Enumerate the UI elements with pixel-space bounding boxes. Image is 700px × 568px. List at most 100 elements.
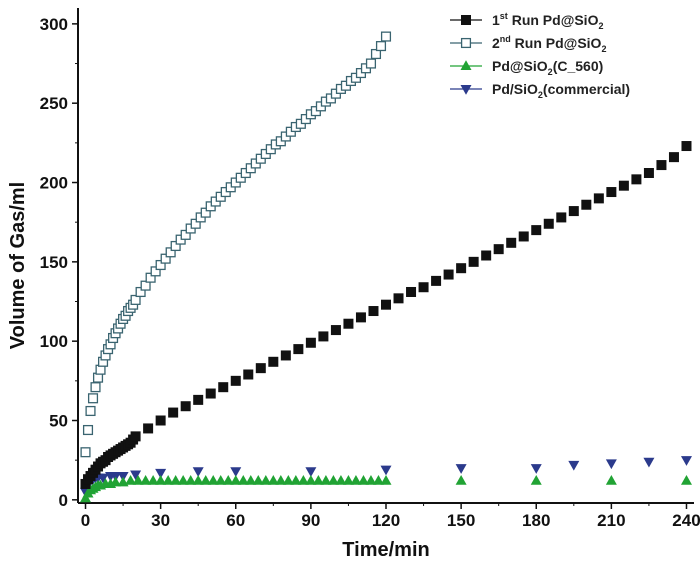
data-point [193, 394, 204, 405]
data-point [543, 218, 554, 229]
data-point [255, 363, 266, 374]
data-point [192, 467, 204, 478]
data-point [320, 475, 332, 485]
data-point [82, 424, 94, 436]
series-1 [80, 141, 692, 489]
series-2 [80, 31, 392, 458]
data-point [280, 350, 291, 361]
data-point [205, 388, 216, 399]
data-point [252, 475, 264, 485]
data-point [357, 475, 369, 485]
data-point [282, 475, 294, 485]
data-point [365, 58, 377, 69]
data-point [343, 318, 354, 329]
data-point [170, 475, 182, 485]
data-point [350, 475, 362, 485]
data-point [330, 325, 341, 336]
data-point [493, 244, 504, 255]
data-point [556, 212, 567, 223]
data-point [680, 456, 692, 466]
data-point [581, 199, 592, 210]
legend-label-part: nd [500, 34, 511, 44]
data-point [215, 475, 227, 485]
plot-area [80, 31, 692, 503]
data-point [230, 375, 241, 386]
data-point [372, 475, 384, 485]
y-tick-label: 50 [49, 412, 68, 431]
data-point [267, 475, 279, 485]
legend-label-part: Run Pd@SiO [508, 12, 599, 28]
legend-marker [460, 85, 472, 95]
data-point [605, 475, 617, 485]
data-point [162, 475, 174, 485]
data-point [418, 282, 429, 293]
data-point [468, 256, 479, 267]
legend-label-part: 2 [601, 44, 606, 54]
y-tick-label: 0 [59, 491, 68, 510]
y-axis-label: Volume of Gas/ml [7, 182, 29, 349]
data-point [87, 393, 99, 404]
legend-label-part: (commercial) [543, 81, 630, 97]
x-tick-label: 0 [81, 511, 90, 530]
data-point [293, 344, 304, 355]
data-point [80, 447, 91, 458]
legend-label-part: 2 [538, 90, 543, 100]
data-point [260, 475, 272, 485]
data-point [680, 475, 692, 485]
data-point [481, 250, 492, 261]
data-point [155, 475, 167, 485]
legend-item: 1st Run Pd@SiO2 [450, 11, 603, 31]
data-point [431, 275, 442, 286]
x-tick-label: 90 [301, 511, 320, 530]
data-point [132, 475, 144, 485]
legend-label: Pd/SiO2(commercial) [492, 81, 630, 100]
legend-marker [461, 15, 471, 25]
data-point [130, 470, 142, 481]
data-point [681, 141, 692, 152]
data-point [110, 476, 122, 487]
data-point [368, 306, 379, 317]
data-point [506, 237, 517, 248]
data-point [643, 457, 655, 468]
data-point [180, 401, 191, 412]
legend-label: Pd@SiO2(C_560) [492, 58, 603, 77]
legend-marker [460, 60, 472, 70]
legend-item: 2nd Run Pd@SiO2 [450, 34, 606, 54]
data-point [143, 423, 154, 434]
data-point [593, 193, 604, 204]
data-point [380, 465, 392, 476]
data-point [381, 299, 391, 310]
data-point [335, 475, 347, 485]
x-tick-label: 210 [597, 511, 625, 530]
data-point [365, 475, 377, 485]
data-point [393, 293, 404, 304]
data-point [375, 41, 387, 52]
data-point [130, 431, 141, 442]
data-point [305, 475, 317, 485]
y-tick-label: 300 [40, 15, 68, 34]
data-point [568, 206, 579, 217]
legend-item: Pd@SiO2(C_560) [450, 58, 603, 77]
legend-label-part: 1 [492, 12, 500, 28]
data-point [245, 475, 257, 485]
data-point [155, 415, 166, 426]
data-point [155, 468, 167, 479]
data-point [177, 475, 189, 485]
data-point [117, 476, 129, 487]
data-point [455, 464, 467, 474]
data-point [530, 475, 542, 485]
legend-item: Pd/SiO2(commercial) [450, 81, 630, 100]
legend-label-part: Pd/SiO [492, 81, 538, 97]
data-point [355, 312, 366, 323]
data-point [125, 475, 137, 485]
legend-label-part: 2 [598, 21, 603, 31]
legend-label-part: st [500, 11, 508, 21]
data-point [455, 475, 467, 485]
data-point [243, 369, 254, 380]
data-point [305, 337, 316, 348]
data-point [275, 475, 287, 485]
data-point [168, 407, 179, 418]
data-point [631, 174, 642, 185]
